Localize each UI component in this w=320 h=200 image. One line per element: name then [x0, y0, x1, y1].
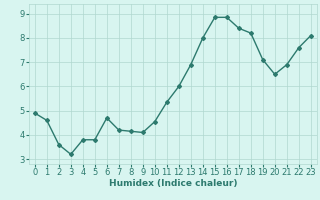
X-axis label: Humidex (Indice chaleur): Humidex (Indice chaleur) [108, 179, 237, 188]
